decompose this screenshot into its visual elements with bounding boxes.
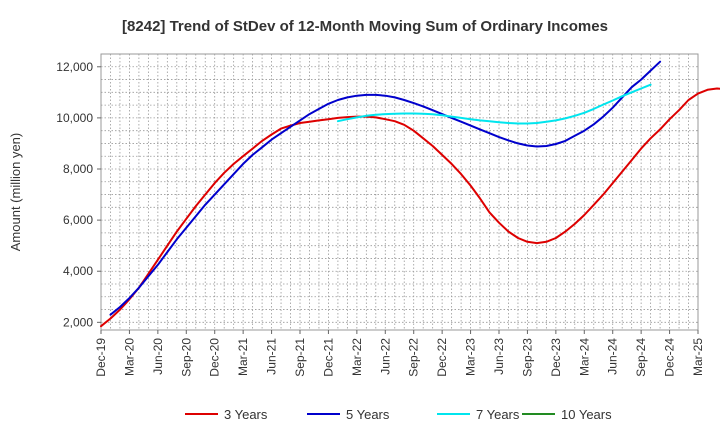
x-tick-label: Dec-23 (549, 338, 563, 377)
y-tick-label: 2,000 (63, 315, 93, 329)
y-tick-label: 8,000 (63, 162, 93, 176)
x-tick-label: Dec-19 (94, 338, 108, 377)
legend-label-10-years: 10 Years (561, 407, 612, 422)
y-tick-label: 10,000 (56, 111, 93, 125)
plot-frame (100, 53, 699, 331)
x-tick-label: Dec-20 (208, 338, 222, 377)
series-layer (100, 60, 720, 328)
y-tick-label: 4,000 (63, 264, 93, 278)
x-tick-label: Jun-24 (606, 338, 620, 375)
x-tick-label: Sep-23 (520, 338, 534, 377)
x-tick-label: Sep-24 (634, 338, 648, 377)
series-line-5-years (109, 60, 662, 316)
x-tick-label: Mar-25 (691, 338, 705, 376)
x-tick-label: Mar-21 (236, 338, 250, 376)
x-tick-label: Mar-24 (577, 338, 591, 376)
legend: 3 Years 5 Years 7 Years 10 Years (185, 407, 612, 422)
x-tick-labels: Dec-19 Mar-20 Jun-20 Sep-20 Dec-20 Mar-21 Jun-… (94, 330, 705, 377)
legend-label-7-years: 7 Years (476, 407, 520, 422)
x-tick-label: Jun-22 (378, 338, 392, 375)
grid-layer (101, 53, 698, 330)
x-tick-label: Sep-22 (407, 338, 421, 377)
x-tick-label: Jun-20 (151, 338, 165, 375)
x-tick-label: Dec-22 (435, 338, 449, 377)
y-tick-label: 12,000 (56, 60, 93, 74)
x-tick-label: Jun-21 (265, 338, 279, 375)
chart-title: [8242] Trend of StDev of 12-Month Moving… (122, 18, 608, 35)
legend-label-5-years: 5 Years (346, 407, 390, 422)
series-line-7-years (336, 83, 652, 125)
x-tick-label: Dec-24 (663, 338, 677, 377)
y-axis-label: Amount (million yen) (8, 133, 23, 252)
x-tick-label: Dec-21 (321, 338, 335, 377)
x-tick-label: Sep-20 (179, 338, 193, 377)
y-tick-labels: 2,000 4,000 6,000 8,000 10,000 12,000 (56, 60, 101, 329)
y-tick-label: 6,000 (63, 213, 93, 227)
x-tick-label: Mar-23 (464, 338, 478, 376)
x-tick-label: Mar-22 (350, 338, 364, 376)
series-line-3-years (100, 87, 720, 328)
legend-label-3-years: 3 Years (224, 407, 268, 422)
x-tick-label: Sep-21 (293, 338, 307, 377)
x-tick-label: Jun-23 (492, 338, 506, 375)
x-tick-label: Mar-20 (122, 338, 136, 376)
